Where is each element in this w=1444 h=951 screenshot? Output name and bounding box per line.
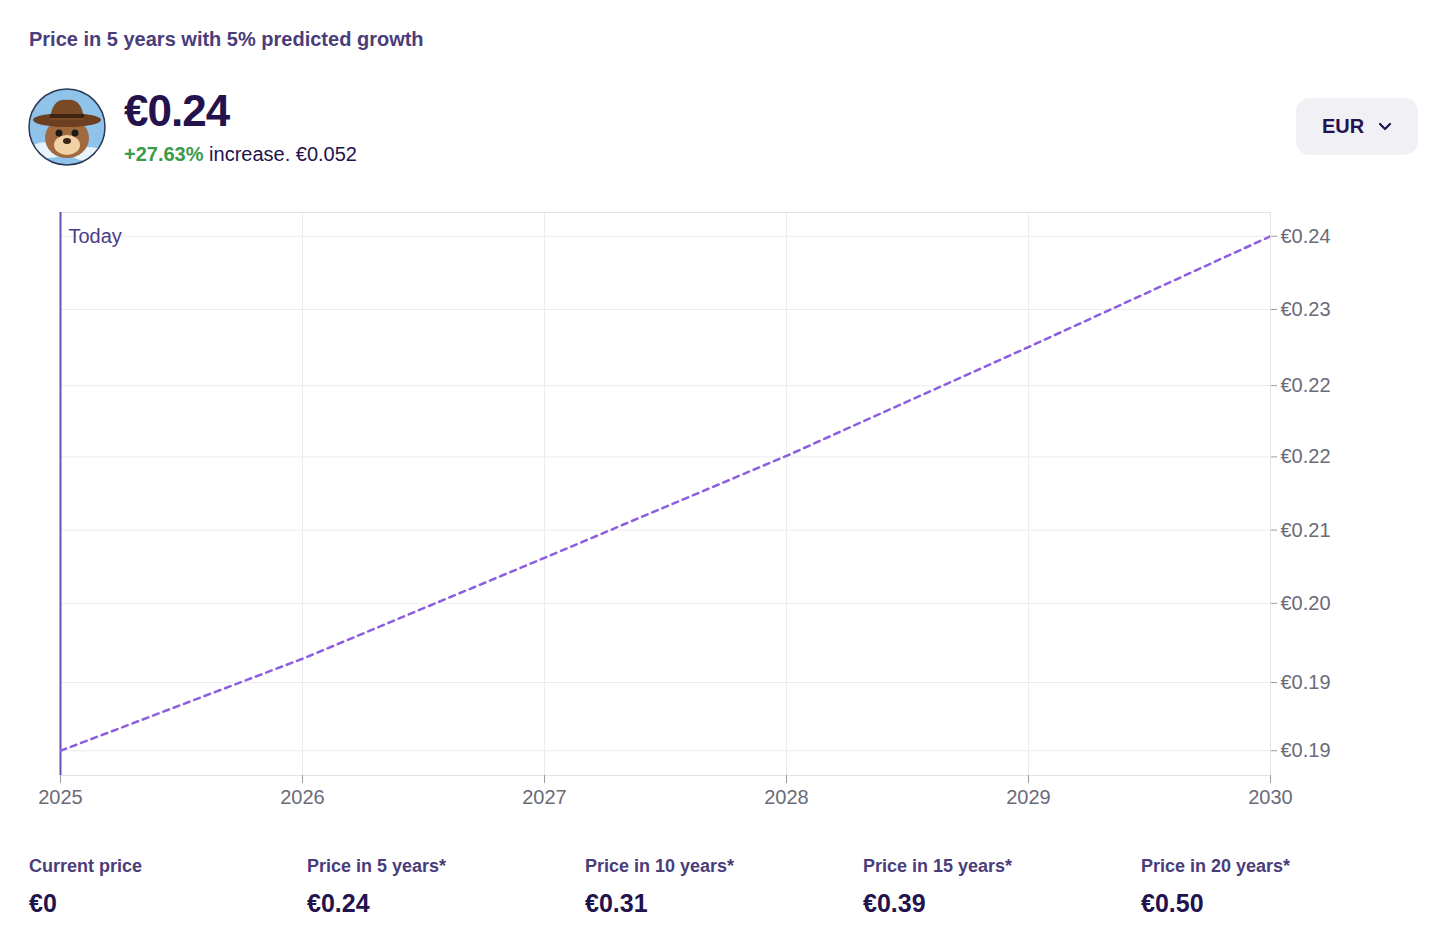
svg-text:2029: 2029 (1006, 786, 1051, 808)
html-text:€0.31: €0.31 (585, 889, 648, 917)
html-text:€0.39: €0.39 (863, 889, 926, 917)
svg-text:€0.22: €0.22 (1281, 374, 1331, 396)
html-text:€0.24: €0.24 (307, 889, 370, 917)
svg-text:€0.19: €0.19 (1281, 739, 1331, 761)
html-text:Price in 5 years*: Price in 5 years* (307, 856, 447, 876)
svg-text:€0.19: €0.19 (1281, 671, 1331, 693)
html-text:+27.63% increase. €0.052: +27.63% increase. €0.052 (124, 143, 357, 165)
svg-text:2025: 2025 (38, 786, 83, 808)
svg-text:2027: 2027 (522, 786, 567, 808)
html-text:Price in 10 years*: Price in 10 years* (585, 856, 735, 876)
html-text:€0.24: €0.24 (124, 86, 230, 135)
html-text:Current price: Current price (29, 856, 142, 876)
svg-text:€0.21: €0.21 (1281, 519, 1331, 541)
svg-text:2028: 2028 (764, 786, 809, 808)
html-text:Price in 5 years with 5% predi: Price in 5 years with 5% predicted growt… (29, 28, 424, 50)
svg-text:€0.23: €0.23 (1281, 298, 1331, 320)
html-text:EUR: EUR (1321, 115, 1365, 137)
svg-text:Today: Today (69, 225, 122, 247)
html-text:€0.50: €0.50 (1141, 889, 1204, 917)
html-text:Price in 15 years*: Price in 15 years* (863, 856, 1013, 876)
html-text:€0: €0 (29, 889, 57, 917)
svg-text:€0.20: €0.20 (1281, 592, 1331, 614)
svg-text:€0.22: €0.22 (1281, 445, 1331, 467)
svg-text:2030: 2030 (1248, 786, 1293, 808)
html-text:Price in 20 years*: Price in 20 years* (1141, 856, 1291, 876)
svg-text:2026: 2026 (280, 786, 325, 808)
svg-text:€0.24: €0.24 (1281, 225, 1331, 247)
